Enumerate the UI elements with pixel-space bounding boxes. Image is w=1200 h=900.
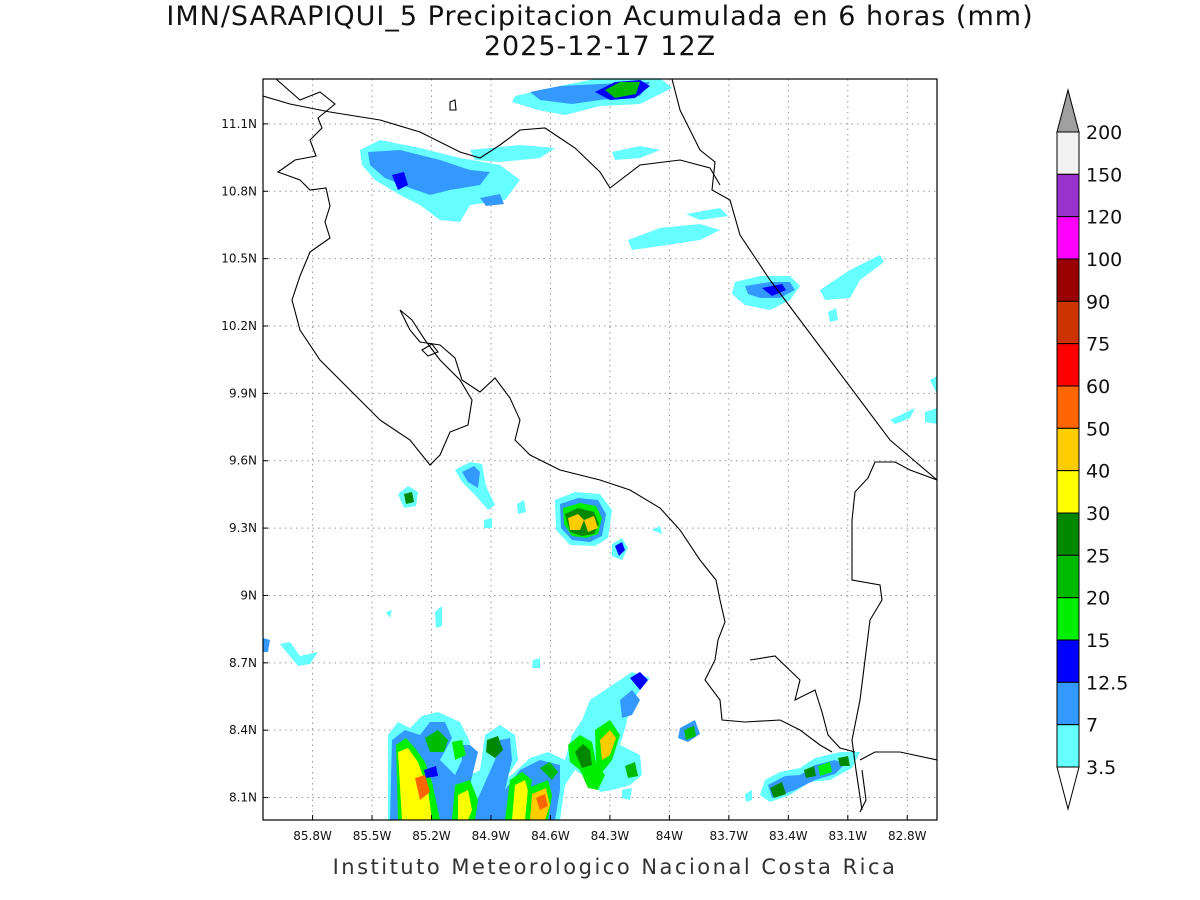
colorbar-swatch <box>1056 300 1080 345</box>
precip-area-southeast <box>745 752 860 802</box>
colorbar-swatch <box>1056 216 1080 260</box>
lake-island <box>421 343 439 357</box>
x-tick-label: 83.4W <box>769 829 808 843</box>
y-tick-label: 9N <box>240 588 257 602</box>
panama-south-coast <box>859 751 937 761</box>
colorbar-swatch <box>1056 385 1080 429</box>
y-tick-label: 8.4N <box>229 723 257 737</box>
colorbar-swatch <box>1056 258 1080 302</box>
colorbar-swatch <box>1056 554 1080 599</box>
colorbar-swatch <box>1056 681 1080 726</box>
colorbar-level-label: 120 <box>1086 207 1122 229</box>
precip-streak-3 <box>686 208 728 220</box>
precip-area-central <box>386 462 662 628</box>
colorbar-swatch <box>1056 639 1080 683</box>
x-tick-label: 84.3W <box>591 829 630 843</box>
panama-border <box>851 461 937 811</box>
colorbar-level-label: 3.5 <box>1086 757 1116 779</box>
precip-area-south <box>388 672 700 820</box>
colorbar-level-label: 50 <box>1086 418 1110 440</box>
colorbar-level-label: 75 <box>1086 334 1110 356</box>
y-tick-label: 10.2N <box>221 319 257 333</box>
y-tick-label: 10.5N <box>221 252 257 266</box>
y-tick-label: 9.6N <box>229 454 257 468</box>
x-axis-ticks: 85.8W 85.5W 85.2W 84.9W 84.6W 84.3W 84W 83.7W 83… <box>293 815 927 843</box>
colorbar-swatch <box>1056 173 1080 218</box>
colorbar-level-label: 100 <box>1086 249 1122 271</box>
precip-streak-1 <box>612 146 660 160</box>
colorbar-level-label: 60 <box>1086 376 1110 398</box>
x-tick-label: 84.9W <box>472 829 511 843</box>
colorbar-min-arrow <box>1056 766 1080 811</box>
precip-streak-2 <box>628 224 720 250</box>
x-tick-label: 85.8W <box>293 829 332 843</box>
colorbar-swatch <box>1056 427 1080 472</box>
map-title: IMN/SARAPIQUI_5 Precipitacion Acumulada … <box>0 2 1200 62</box>
y-tick-label: 8.1N <box>229 791 257 805</box>
colorbar-level-label: 25 <box>1086 545 1110 567</box>
title-line-2: 2025-12-17 12Z <box>483 31 717 62</box>
x-tick-label: 84W <box>656 829 683 843</box>
caribbean-coast <box>671 79 937 481</box>
pacific-coast-north <box>275 79 833 753</box>
colorbar-level-label: 90 <box>1086 291 1110 313</box>
y-tick-label: 10.8N <box>221 184 257 198</box>
peninsula-edge <box>859 769 867 813</box>
colorbar-swatch <box>1056 131 1080 175</box>
precip-area-north-top <box>512 79 672 115</box>
nicaragua-border <box>263 95 721 189</box>
footer-credit: Instituto Meteorologico Nacional Costa R… <box>332 855 898 879</box>
colorbar-level-label: 150 <box>1086 164 1122 186</box>
x-tick-label: 82.8W <box>888 829 927 843</box>
colorbar-swatch <box>1056 470 1080 514</box>
colorbar-max-arrow <box>1056 88 1080 133</box>
x-tick-label: 83.7W <box>710 829 749 843</box>
colorbar-level-label: 12.5 <box>1086 672 1128 694</box>
colorbar-swatch <box>1056 343 1080 387</box>
title-line-1: IMN/SARAPIQUI_5 Precipitacion Acumulada … <box>166 1 1034 32</box>
colorbar-level-label: 40 <box>1086 461 1110 483</box>
colorbar-level-label: 200 <box>1086 122 1122 144</box>
y-tick-label: 8.7N <box>229 656 257 670</box>
bay-island <box>449 99 457 111</box>
x-tick-label: 85.2W <box>412 829 451 843</box>
colorbar-level-label: 7 <box>1086 715 1098 737</box>
colorbar-level-label: 20 <box>1086 588 1110 610</box>
y-tick-label: 9.9N <box>229 386 257 400</box>
precip-area-caribbean-north <box>732 255 937 424</box>
golfo-dulce <box>749 655 856 753</box>
precip-area-west <box>263 638 540 668</box>
x-tick-label: 84.6W <box>531 829 570 843</box>
precipitation-field <box>263 79 937 820</box>
y-tick-label: 9.3N <box>229 521 257 535</box>
colorbar-swatch <box>1056 724 1080 768</box>
y-tick-label: 11.1N <box>221 117 257 131</box>
colorbar-swatch <box>1056 597 1080 641</box>
plot-frame <box>262 78 938 821</box>
colorbar-level-label: 30 <box>1086 503 1110 525</box>
colorbar: 200 150 120 100 90 75 60 50 40 30 25 20 15 12.5 7 3.5 <box>1056 88 1128 811</box>
colorbar-level-label: 15 <box>1086 630 1110 652</box>
precip-area-north-left <box>360 140 555 222</box>
colorbar-swatch <box>1056 512 1080 556</box>
x-tick-label: 85.5W <box>353 829 392 843</box>
x-tick-label: 83.1W <box>828 829 867 843</box>
y-axis-ticks: 11.1N 10.8N 10.5N 10.2N 9.9N 9.6N 9.3N 9N 8.7N 8.… <box>221 117 268 805</box>
coastlines <box>263 79 937 813</box>
